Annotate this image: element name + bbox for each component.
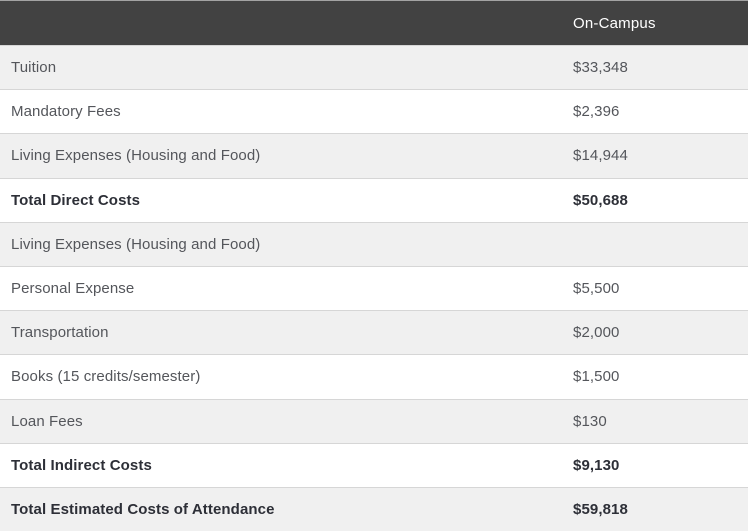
row-label: Total Estimated Costs of Attendance xyxy=(11,500,275,518)
table-row: Total Direct Costs $50,688 xyxy=(0,177,748,222)
row-value: $1,500 xyxy=(573,368,620,386)
row-value: $59,818 xyxy=(573,500,628,518)
table-row: Total Indirect Costs $9,130 xyxy=(0,442,748,487)
row-value: $9,130 xyxy=(573,456,620,474)
row-value: $14,944 xyxy=(573,147,628,165)
table-row: Personal Expense $5,500 xyxy=(0,265,748,311)
row-label: Living Expenses (Housing and Food) xyxy=(11,235,261,253)
row-label: Tuition xyxy=(11,59,57,77)
table-header-row: On-Campus xyxy=(0,1,748,45)
row-value: $130 xyxy=(573,412,607,430)
row-value: $5,500 xyxy=(573,280,620,298)
row-value: $33,348 xyxy=(573,59,628,77)
row-label: Living Expenses (Housing and Food) xyxy=(11,147,261,165)
row-label: Total Direct Costs xyxy=(11,191,141,209)
row-label: Books (15 credits/semester) xyxy=(11,368,201,386)
table-row: Living Expenses (Housing and Food) $14,9… xyxy=(0,133,748,178)
row-label: Mandatory Fees xyxy=(11,103,121,121)
row-label: Total Indirect Costs xyxy=(11,456,152,474)
row-value: $50,688 xyxy=(573,191,628,209)
table-row: Loan Fees $130 xyxy=(0,398,748,443)
table-row: Transportation $2,000 xyxy=(0,310,748,355)
row-label: Loan Fees xyxy=(11,412,83,430)
on-campus-column-header: On-Campus xyxy=(573,14,656,32)
table-row: Books (15 credits/semester) $1,500 xyxy=(0,354,748,399)
row-value: $2,396 xyxy=(573,103,620,121)
row-label: Transportation xyxy=(11,324,109,342)
table-row: Mandatory Fees $2,396 xyxy=(0,89,748,134)
table-row: Tuition $33,348 xyxy=(0,45,748,90)
table-row: Total Estimated Costs of Attendance $59,… xyxy=(0,486,748,531)
row-label: Personal Expense xyxy=(11,280,135,298)
table-row: Living Expenses (Housing and Food) xyxy=(0,221,748,266)
table-body: Tuition $33,348 Mandatory Fees $2,396 Li… xyxy=(0,45,748,531)
row-value: $2,000 xyxy=(573,324,620,342)
